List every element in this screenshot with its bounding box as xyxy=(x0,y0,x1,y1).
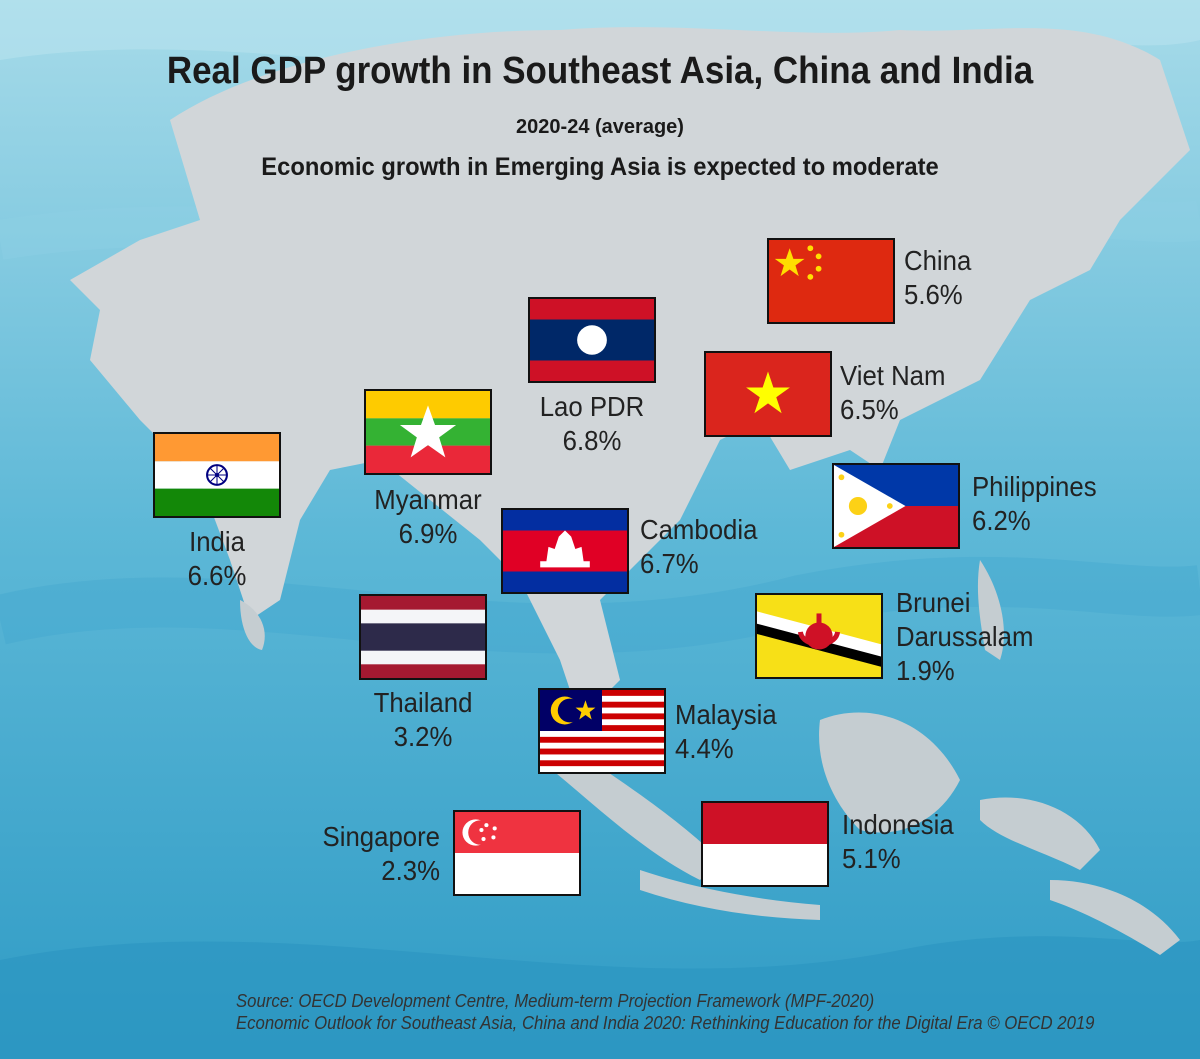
country-name: Malaysia xyxy=(675,699,777,730)
label-brunei: Brunei Darussalam 1.9% xyxy=(896,586,1033,688)
growth-value: 6.5% xyxy=(840,394,899,425)
label-laos: Lao PDR 6.8% xyxy=(518,390,665,458)
country-name: Myanmar xyxy=(374,484,482,515)
india-flag xyxy=(153,432,281,518)
growth-value: 5.1% xyxy=(842,843,901,874)
growth-value: 6.2% xyxy=(972,505,1031,536)
myanmar-flag xyxy=(364,389,492,475)
thailand-flag xyxy=(359,594,487,680)
label-myanmar: Myanmar 6.9% xyxy=(354,483,501,551)
growth-value: 1.9% xyxy=(896,655,955,686)
growth-value: 6.8% xyxy=(562,425,622,456)
label-cambodia: Cambodia 6.7% xyxy=(640,513,757,581)
country-name-line2: Darussalam xyxy=(896,621,1034,652)
china-flag xyxy=(767,238,895,324)
country-name: Indonesia xyxy=(842,809,954,840)
label-thailand: Thailand 3.2% xyxy=(349,686,496,754)
growth-value: 4.4% xyxy=(675,733,734,764)
vietnam-flag xyxy=(704,351,832,437)
subtitle: Economic growth in Emerging Asia is expe… xyxy=(261,153,939,181)
growth-value: 2.3% xyxy=(381,855,440,886)
growth-value: 6.6% xyxy=(187,560,247,591)
malaysia-flag xyxy=(538,688,666,774)
laos-flag xyxy=(528,297,656,383)
label-indonesia: Indonesia 5.1% xyxy=(842,808,954,876)
country-name: Viet Nam xyxy=(840,360,946,391)
singapore-flag xyxy=(453,810,581,896)
growth-value: 6.9% xyxy=(398,518,458,549)
label-vietnam: Viet Nam 6.5% xyxy=(840,359,945,427)
cambodia-flag xyxy=(501,508,629,594)
label-philippines: Philippines 6.2% xyxy=(972,470,1097,538)
label-china: China 5.6% xyxy=(904,244,971,312)
label-india: India 6.6% xyxy=(143,525,290,593)
indonesia-flag xyxy=(701,801,829,887)
country-name-line1: Brunei xyxy=(896,587,971,618)
source-line-2: Economic Outlook for Southeast Asia, Chi… xyxy=(236,1013,1095,1033)
country-name: Philippines xyxy=(972,471,1097,502)
country-name: Singapore xyxy=(322,821,440,852)
label-singapore: Singapore 2.3% xyxy=(293,820,440,888)
period-subtitle: 2020-24 (average) xyxy=(516,116,684,138)
philippines-flag xyxy=(832,463,960,549)
label-malaysia: Malaysia 4.4% xyxy=(675,698,777,766)
chart-title: Real GDP growth in Southeast Asia, China… xyxy=(166,50,1034,92)
growth-value: 5.6% xyxy=(904,279,963,310)
source-line-1: Source: OECD Development Centre, Medium-… xyxy=(236,991,875,1011)
growth-value: 6.7% xyxy=(640,548,699,579)
country-name: India xyxy=(189,526,245,557)
country-name: Thailand xyxy=(373,687,473,718)
country-name: China xyxy=(904,245,972,276)
source-note: Source: OECD Development Centre, Medium-… xyxy=(236,990,1095,1034)
country-name: Lao PDR xyxy=(539,391,645,422)
growth-value: 3.2% xyxy=(393,721,453,752)
country-name: Cambodia xyxy=(640,514,758,545)
brunei-flag xyxy=(755,593,883,679)
